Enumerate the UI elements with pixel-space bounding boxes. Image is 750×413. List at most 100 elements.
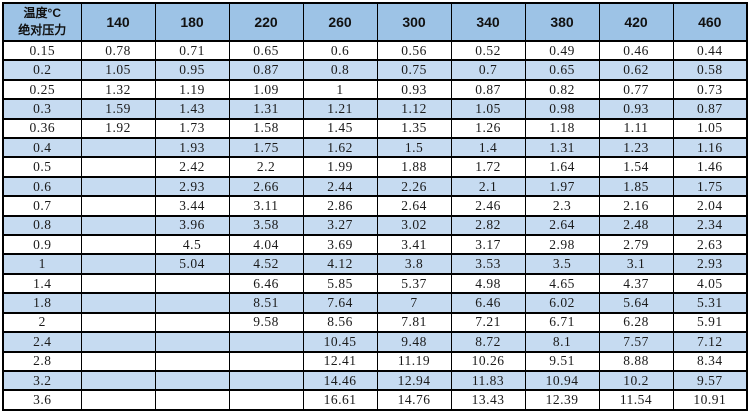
value-cell: 7.12 — [672, 331, 748, 353]
value-cell: 1.99 — [302, 156, 378, 178]
value-cell: 4.5 — [154, 234, 230, 256]
value-cell: 3.17 — [450, 234, 526, 256]
value-cell: 1.31 — [524, 137, 600, 159]
table-row: 0.6 2.93 2.66 2.44 2.26 2.1 1.97 1.85 1.75 — [2, 175, 748, 198]
value-cell: 8.51 — [228, 292, 304, 314]
value-cell: 1.18 — [524, 117, 600, 140]
value-cell: 1.85 — [598, 175, 674, 198]
value-cell: 14.76 — [376, 389, 452, 411]
value-cell: 2.34 — [672, 214, 748, 237]
empty-value-cell — [80, 331, 156, 353]
value-cell: 1.97 — [524, 175, 600, 198]
empty-value-cell — [80, 272, 156, 295]
table-row: 0.9 4.5 4.04 3.69 3.41 3.17 2.98 2.79 2.63 — [2, 234, 748, 256]
table-row: 0.5 2.42 2.2 1.99 1.88 1.72 1.64 1.54 1.46 — [2, 156, 748, 178]
value-cell: 2.63 — [672, 234, 748, 256]
value-cell: 0.52 — [450, 39, 526, 62]
value-cell: 0.49 — [524, 39, 600, 62]
value-cell: 7.64 — [302, 292, 378, 314]
table-row: 1.8 8.51 7.64 7 6.46 6.02 5.64 5.31 — [2, 292, 748, 314]
value-cell: 1.93 — [154, 137, 230, 159]
value-cell: 2.98 — [524, 234, 600, 256]
value-cell: 2.93 — [672, 253, 748, 275]
value-cell: 6.28 — [598, 311, 674, 334]
value-cell: 2.26 — [376, 175, 452, 198]
value-cell: 1.21 — [302, 98, 378, 120]
column-header-180: 180 — [154, 2, 230, 42]
value-cell: 1.09 — [228, 78, 304, 101]
value-cell: 1.32 — [80, 78, 156, 101]
corner-header-line2: 绝对压力 — [18, 23, 67, 37]
empty-value-cell — [80, 195, 156, 217]
column-header-340: 340 — [450, 2, 526, 42]
value-cell: 8.1 — [524, 331, 600, 353]
value-cell: 3.44 — [154, 195, 230, 217]
value-cell: 0.7 — [450, 59, 526, 81]
value-cell: 9.48 — [376, 331, 452, 353]
empty-value-cell — [154, 292, 230, 314]
value-cell: 5.85 — [302, 272, 378, 295]
value-cell: 0.87 — [450, 78, 526, 101]
row-label-cell: 0.2 — [2, 59, 82, 81]
value-cell: 0.58 — [672, 59, 748, 81]
value-cell: 0.93 — [598, 98, 674, 120]
column-header-460: 460 — [672, 2, 748, 42]
value-cell: 1.45 — [302, 117, 378, 140]
value-cell: 1.73 — [154, 117, 230, 140]
value-cell: 3.1 — [598, 253, 674, 275]
value-cell: 1.11 — [598, 117, 674, 140]
value-cell: 1.88 — [376, 156, 452, 178]
value-cell: 1.4 — [450, 137, 526, 159]
row-label-cell: 0.15 — [2, 39, 82, 62]
value-cell: 8.34 — [672, 350, 748, 372]
empty-value-cell — [80, 369, 156, 392]
value-cell: 1.5 — [376, 137, 452, 159]
header-row: 温度°C 绝对压力 140 180 220 260 300 340 380 420 460 — [2, 2, 748, 42]
value-cell: 5.31 — [672, 292, 748, 314]
column-header-380: 380 — [524, 2, 600, 42]
row-label-cell: 1.4 — [2, 272, 82, 295]
value-cell: 1.58 — [228, 117, 304, 140]
value-cell: 3.53 — [450, 253, 526, 275]
table-row: 1 5.04 4.52 4.12 3.8 3.53 3.5 3.1 2.93 — [2, 253, 748, 275]
value-cell: 10.94 — [524, 369, 600, 392]
table-row: 2.8 12.41 11.19 10.26 9.51 8.88 8.34 — [2, 350, 748, 372]
value-cell: 11.54 — [598, 389, 674, 411]
table-row: 0.2 1.05 0.95 0.87 0.8 0.75 0.7 0.65 0.62 0.58 — [2, 59, 748, 81]
row-label-cell: 0.7 — [2, 195, 82, 217]
value-cell: 0.87 — [672, 98, 748, 120]
table-row: 0.4 1.93 1.75 1.62 1.5 1.4 1.31 1.23 1.16 — [2, 137, 748, 159]
row-label-cell: 0.6 — [2, 175, 82, 198]
value-cell: 0.77 — [598, 78, 674, 101]
value-cell: 1.26 — [450, 117, 526, 140]
value-cell: 1.62 — [302, 137, 378, 159]
value-cell: 10.45 — [302, 331, 378, 353]
empty-value-cell — [154, 272, 230, 295]
value-cell: 2.1 — [450, 175, 526, 198]
row-label-cell: 0.5 — [2, 156, 82, 178]
value-cell: 8.88 — [598, 350, 674, 372]
table-row: 1.4 6.46 5.85 5.37 4.98 4.65 4.37 4.05 — [2, 272, 748, 295]
value-cell: 8.72 — [450, 331, 526, 353]
empty-value-cell — [80, 137, 156, 159]
row-label-cell: 3.2 — [2, 369, 82, 392]
empty-value-cell — [80, 292, 156, 314]
empty-value-cell — [80, 350, 156, 372]
row-label-cell: 0.8 — [2, 214, 82, 237]
empty-value-cell — [228, 331, 304, 353]
value-cell: 4.37 — [598, 272, 674, 295]
value-cell: 3.69 — [302, 234, 378, 256]
value-cell: 2.04 — [672, 195, 748, 217]
value-cell: 3.27 — [302, 214, 378, 237]
value-cell: 1.43 — [154, 98, 230, 120]
value-cell: 3.5 — [524, 253, 600, 275]
value-cell: 1.92 — [80, 117, 156, 140]
value-cell: 16.61 — [302, 389, 378, 411]
column-header-260: 260 — [302, 2, 378, 42]
empty-value-cell — [154, 331, 230, 353]
row-label-cell: 0.9 — [2, 234, 82, 256]
value-cell: 7.57 — [598, 331, 674, 353]
value-cell: 0.95 — [154, 59, 230, 81]
value-cell: 9.51 — [524, 350, 600, 372]
empty-value-cell — [80, 175, 156, 198]
